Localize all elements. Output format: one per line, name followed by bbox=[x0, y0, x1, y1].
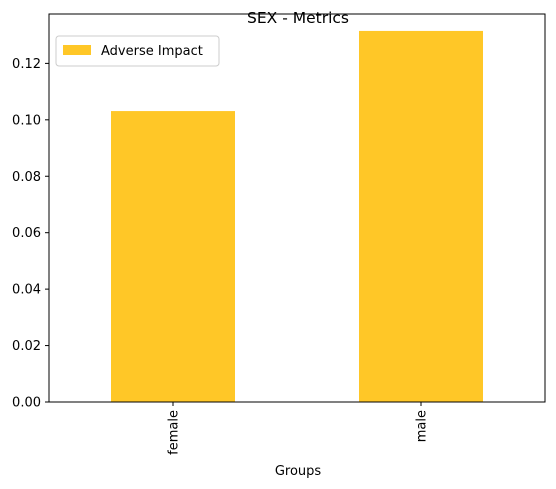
legend-box bbox=[55, 35, 220, 67]
y-tick-label: 0.02 bbox=[12, 339, 41, 354]
y-tick-label: 0.04 bbox=[12, 283, 41, 298]
x-axis-label: Groups bbox=[275, 464, 322, 479]
legend: Adverse Impact bbox=[55, 35, 220, 67]
plot-frame bbox=[48, 13, 546, 403]
bar-female bbox=[111, 111, 235, 402]
y-tick-label: 0.12 bbox=[12, 57, 41, 72]
y-tick-label: 0.08 bbox=[12, 170, 41, 185]
y-tick-label: 0.10 bbox=[12, 113, 41, 128]
bars bbox=[111, 30, 483, 402]
x-tick-label-female: female bbox=[167, 410, 182, 455]
x-tick-label-male: male bbox=[415, 410, 430, 442]
legend-entry-label: Adverse Impact bbox=[101, 44, 203, 59]
y-axis: 0.00 0.02 0.04 0.06 0.08 0.10 0.12 bbox=[12, 57, 49, 411]
bar-male bbox=[359, 30, 483, 402]
chart-title: SEX - Metrics bbox=[247, 9, 349, 27]
y-tick-label: 0.00 bbox=[12, 396, 41, 411]
y-tick-label: 0.06 bbox=[12, 226, 41, 241]
x-axis: female male bbox=[167, 402, 430, 455]
legend-swatch bbox=[63, 45, 91, 55]
